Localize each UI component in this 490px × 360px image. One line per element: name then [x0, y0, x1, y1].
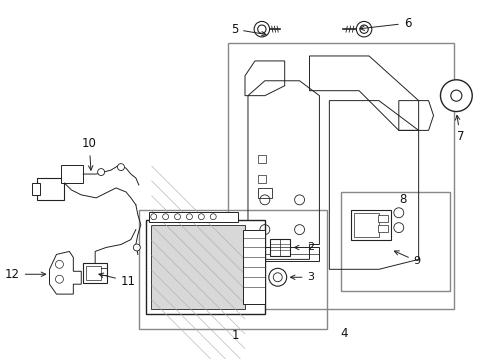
Text: 8: 8: [399, 193, 406, 206]
Bar: [351, 210, 391, 239]
Text: 6: 6: [360, 17, 411, 31]
Bar: [228, 43, 454, 309]
Circle shape: [441, 80, 472, 112]
Bar: [258, 155, 266, 163]
Circle shape: [360, 25, 368, 33]
Bar: [32, 183, 40, 195]
Circle shape: [269, 268, 287, 286]
Text: 11: 11: [99, 273, 136, 288]
Bar: [378, 215, 388, 222]
Circle shape: [98, 168, 104, 176]
Text: 2: 2: [294, 243, 315, 252]
Bar: [149, 212, 238, 222]
Bar: [86, 266, 101, 280]
Bar: [341, 192, 450, 291]
Circle shape: [258, 25, 266, 33]
Text: 7: 7: [455, 115, 464, 143]
Text: 10: 10: [82, 137, 97, 170]
Circle shape: [133, 244, 140, 251]
Bar: [354, 213, 379, 237]
Circle shape: [356, 22, 372, 37]
Bar: [146, 220, 265, 314]
Bar: [378, 225, 388, 231]
Bar: [37, 178, 64, 200]
Circle shape: [118, 164, 124, 171]
Circle shape: [451, 90, 462, 101]
Text: 4: 4: [341, 327, 348, 340]
Text: 12: 12: [5, 268, 46, 281]
Bar: [270, 239, 290, 256]
Bar: [258, 175, 266, 183]
Text: 9: 9: [394, 251, 421, 266]
Circle shape: [254, 22, 270, 37]
Bar: [61, 165, 83, 183]
Circle shape: [273, 273, 282, 282]
Text: 5: 5: [231, 23, 266, 36]
Bar: [243, 230, 265, 304]
Bar: [151, 225, 245, 309]
Bar: [83, 264, 107, 283]
Text: 3: 3: [291, 272, 315, 282]
Bar: [139, 210, 327, 329]
Bar: [258, 188, 272, 198]
Text: 1: 1: [231, 329, 239, 342]
